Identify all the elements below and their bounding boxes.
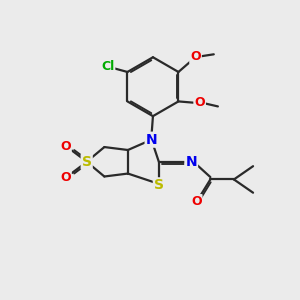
Text: Cl: Cl — [101, 60, 114, 73]
Text: S: S — [154, 178, 164, 192]
Text: N: N — [185, 155, 197, 169]
Text: O: O — [191, 195, 202, 208]
Text: N: N — [146, 133, 157, 147]
Text: S: S — [82, 155, 92, 169]
Text: O: O — [194, 96, 205, 110]
Text: O: O — [60, 171, 71, 184]
Text: O: O — [60, 140, 71, 153]
Text: O: O — [190, 50, 201, 63]
